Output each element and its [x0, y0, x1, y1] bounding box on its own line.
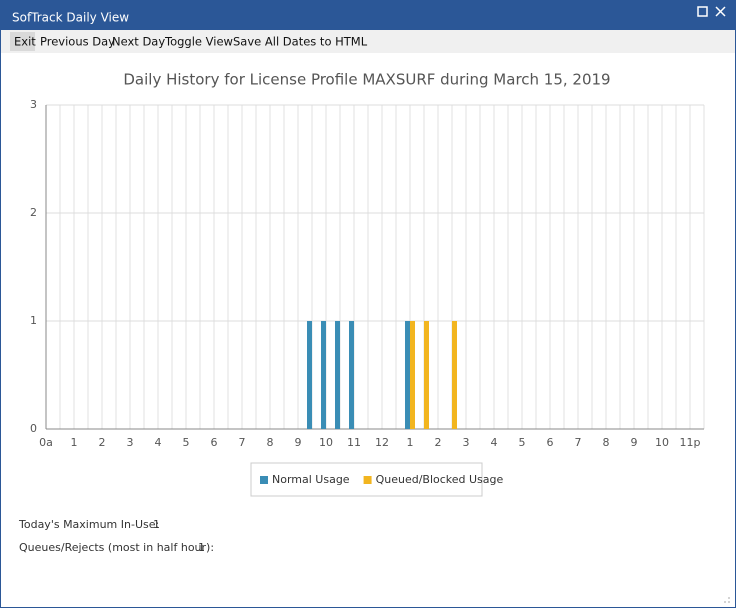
bar	[410, 321, 415, 429]
chart-title: Daily History for License Profile MAXSUR…	[123, 71, 610, 89]
stat-label: Today's Maximum In-Use:	[18, 518, 159, 531]
bar	[349, 321, 354, 429]
bar	[307, 321, 312, 429]
x-tick-label: 8	[267, 436, 274, 449]
stat-value: 1	[198, 541, 205, 554]
menu-item[interactable]: Exit	[14, 35, 36, 49]
bar	[321, 321, 326, 429]
x-tick-label: 11	[347, 436, 361, 449]
menu-item[interactable]: Toggle View	[164, 35, 233, 49]
y-tick-label: 0	[30, 422, 37, 435]
x-tick-label: 10	[655, 436, 669, 449]
title-bar	[0, 0, 736, 30]
x-tick-label: 7	[575, 436, 582, 449]
resize-grip	[724, 597, 730, 603]
x-tick-label: 8	[603, 436, 610, 449]
x-tick-label: 6	[547, 436, 554, 449]
menu-item[interactable]: Save All Dates to HTML	[233, 35, 368, 49]
bar	[452, 321, 457, 429]
legend-label: Normal Usage	[272, 473, 350, 486]
legend-box	[250, 462, 483, 497]
x-tick-label: 1	[407, 436, 414, 449]
y-tick-label: 1	[30, 314, 37, 327]
menu-item[interactable]: Next Day	[112, 35, 165, 49]
x-tick-label: 5	[519, 436, 526, 449]
x-tick-label: 10	[319, 436, 333, 449]
x-tick-label: 4	[155, 436, 162, 449]
x-tick-label: 7	[239, 436, 246, 449]
stat-value: 1	[153, 518, 160, 531]
x-tick-label: 5	[183, 436, 190, 449]
x-tick-label: 2	[99, 436, 106, 449]
window-title: SofTrack Daily View	[12, 11, 129, 25]
stat-label: Queues/Rejects (most in half hour):	[19, 541, 214, 554]
x-tick-label: 11p	[680, 436, 701, 449]
x-tick-label: 1	[71, 436, 78, 449]
x-tick-label: 12	[375, 436, 389, 449]
x-tick-label: 4	[491, 436, 498, 449]
bar	[424, 321, 429, 429]
x-tick-label: 2	[435, 436, 442, 449]
y-tick-label: 2	[30, 206, 37, 219]
menu-item[interactable]: Previous Day	[40, 35, 115, 49]
x-tick-label: 6	[211, 436, 218, 449]
y-tick-label: 3	[30, 98, 37, 111]
legend-swatch	[363, 476, 372, 484]
bar	[405, 321, 410, 429]
x-tick-label: 3	[463, 436, 470, 449]
legend-label: Queued/Blocked Usage	[376, 473, 504, 486]
x-tick-label: 9	[295, 436, 302, 449]
maximize-button[interactable]	[697, 6, 708, 17]
bar	[335, 321, 340, 429]
close-button[interactable]	[715, 6, 726, 17]
menu-highlight	[10, 32, 35, 51]
x-tick-label: 9	[631, 436, 638, 449]
x-tick-label: 3	[127, 436, 134, 449]
x-tick-label: 0a	[39, 436, 53, 449]
legend-swatch	[260, 476, 268, 484]
menu-bar	[1, 30, 735, 53]
